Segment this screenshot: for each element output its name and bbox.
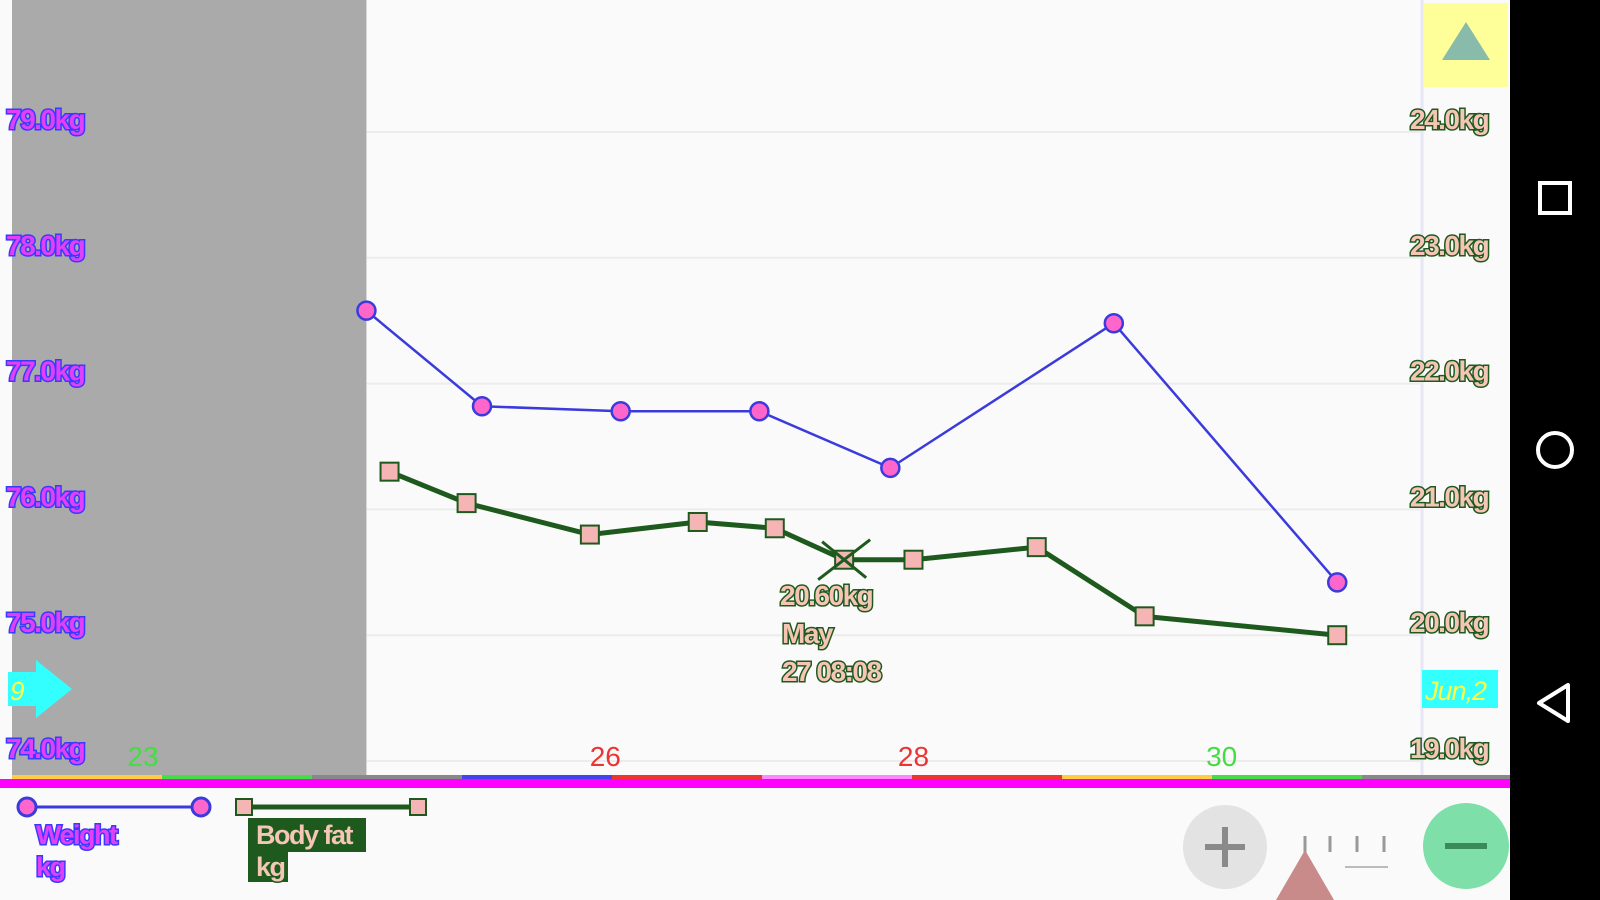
prev-date-marker: 9 (10, 676, 24, 706)
plus-icon (1205, 827, 1245, 867)
chart-canvas[interactable]: 74.0kg 75.0kg 76.0kg 77.0kg 78.0kg 79.0kg 19.… (0, 0, 1510, 900)
data-point (1326, 572, 1348, 593)
data-point (579, 524, 600, 545)
legend-weight-name: Weight (36, 820, 118, 850)
right-axis-tick-label: 23.0kg (1410, 230, 1489, 261)
x-axis-tick-label: 30 (1206, 741, 1237, 772)
x-axis-tick-label: 26 (590, 741, 621, 772)
data-point (1103, 312, 1125, 334)
left-axis-tick-label: 79.0kg (6, 104, 85, 135)
x-axis-band (462, 775, 612, 779)
left-axis-tick-label: 75.0kg (6, 607, 85, 638)
triangle-left-icon (1537, 683, 1570, 723)
data-point (749, 401, 770, 422)
right-axis-tick-label: 19.0kg (1410, 733, 1489, 764)
x-axis-band (1062, 775, 1212, 779)
scroll-left-arrow-icon[interactable]: 9 (8, 660, 72, 718)
left-axis-tick-label: 77.0kg (6, 356, 85, 387)
tooltip-month: May (782, 618, 834, 649)
x-axis-tick-label: 28 (898, 741, 929, 772)
grid-lines (366, 131, 1422, 762)
zoom-in-button[interactable] (1183, 805, 1267, 889)
x-axis-band (912, 775, 1062, 779)
data-point (880, 457, 901, 479)
scroll-up-button[interactable] (1424, 3, 1508, 87)
scale-ruler (1303, 836, 1388, 868)
circle-icon (1536, 431, 1574, 469)
data-point (456, 493, 477, 514)
right-axis-tick-label: 21.0kg (1410, 481, 1489, 512)
series-bodyfat (379, 461, 1348, 646)
data-point (1026, 537, 1047, 558)
x-axis-band (12, 775, 162, 779)
legend-bodyfat[interactable]: Body fat kg (235, 798, 427, 884)
left-axis-tick-label: 78.0kg (6, 230, 85, 261)
right-axis-tick-label: 24.0kg (1410, 104, 1489, 135)
data-point (687, 511, 708, 532)
tooltip: 20.60kg May 27 08:08 (779, 579, 885, 689)
right-axis-tick-label: 22.0kg (1410, 356, 1489, 387)
series-weight (356, 300, 1348, 593)
x-axis: 23 26 28 30 (127, 741, 1237, 772)
recents-button[interactable] (1510, 153, 1600, 243)
tooltip-datetime: 27 08:08 (782, 656, 881, 687)
triangle-up-icon (1442, 22, 1490, 60)
data-point (471, 395, 493, 417)
legend-weight[interactable]: Weight kg (16, 796, 212, 884)
right-axis-tick-label: 20.0kg (1410, 607, 1489, 638)
data-point (1327, 625, 1348, 646)
x-axis-color-bands (12, 775, 1510, 779)
zoom-out-button[interactable] (1423, 803, 1509, 889)
legend: Weight kg Body fat kg (16, 796, 427, 884)
data-point (1134, 606, 1155, 627)
data-point (903, 549, 924, 570)
x-axis-band (1362, 775, 1510, 779)
back-button[interactable] (1510, 658, 1600, 748)
data-point (356, 300, 377, 321)
selected-point-marker (817, 538, 872, 581)
x-axis-tick-label: 23 (127, 741, 158, 772)
minus-icon (1445, 843, 1487, 849)
data-point (764, 518, 785, 539)
x-axis-band (762, 775, 912, 779)
legend-bodyfat-unit: kg (256, 852, 285, 882)
right-y-axis: 19.0kg 20.0kg 21.0kg 22.0kg 23.0kg 24.0kg (1409, 103, 1492, 766)
legend-weight-unit: kg (36, 852, 65, 882)
shaded-period (12, 0, 367, 778)
position-indicator-icon[interactable] (1276, 850, 1334, 900)
x-axis-band (312, 775, 462, 779)
home-button[interactable] (1510, 405, 1600, 495)
next-date-chip[interactable]: Jun,2 (1422, 670, 1498, 708)
series-line (365, 309, 1339, 584)
square-icon (1538, 181, 1572, 215)
next-date-marker: Jun,2 (1424, 676, 1487, 706)
system-navigation-bar (1510, 0, 1600, 900)
data-point (610, 401, 631, 422)
legend-bodyfat-name: Body fat (256, 820, 354, 850)
tooltip-value: 20.60kg (780, 580, 873, 611)
left-axis-tick-label: 74.0kg (6, 733, 85, 764)
data-point (379, 461, 400, 482)
selected-cross (821, 540, 868, 579)
x-axis-band (1212, 775, 1362, 779)
chart-legend-separator (0, 779, 1510, 788)
chart-screen: 74.0kg 75.0kg 76.0kg 77.0kg 78.0kg 79.0kg 19.… (0, 0, 1510, 900)
left-y-axis: 74.0kg 75.0kg 76.0kg 77.0kg 78.0kg 79.0kg (5, 103, 88, 766)
x-axis-band (162, 775, 312, 779)
x-axis-band (612, 775, 762, 779)
left-axis-tick-label: 76.0kg (6, 481, 85, 512)
series-line (388, 469, 1338, 638)
